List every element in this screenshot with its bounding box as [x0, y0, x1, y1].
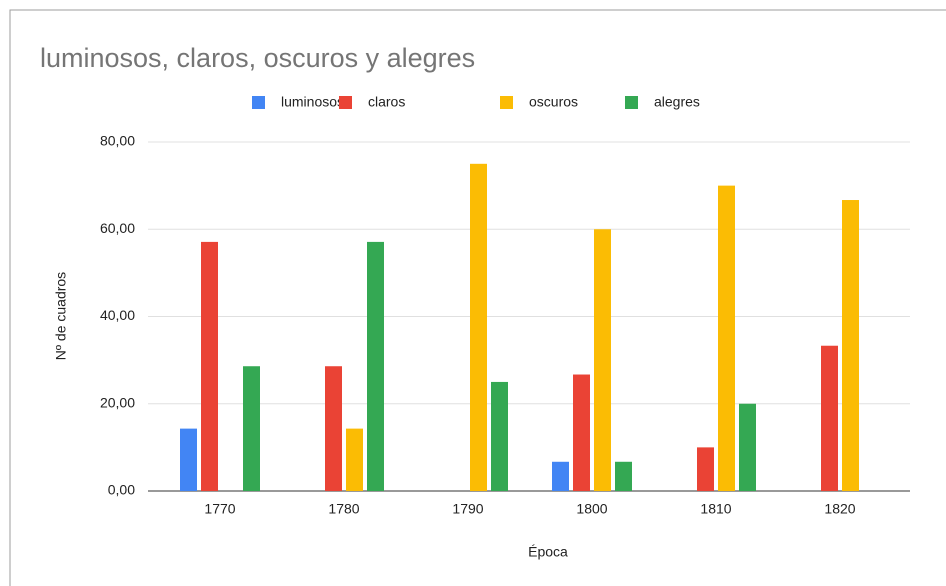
y-axis-label: Nº de cuadros: [53, 272, 69, 360]
y-tick-label: 80,00: [100, 133, 135, 149]
legend-label: claros: [368, 94, 405, 110]
legend-swatch: [625, 96, 638, 109]
bar: [491, 381, 508, 491]
chart-title: luminosos, claros, oscuros y alegres: [40, 43, 475, 73]
bar: [697, 447, 714, 491]
bar: [470, 163, 487, 491]
bar: [243, 366, 260, 491]
bar: [367, 241, 384, 491]
legend-swatch: [500, 96, 513, 109]
y-tick-label: 20,00: [100, 394, 135, 410]
bar: [594, 229, 611, 491]
bar: [573, 374, 590, 491]
bar: [325, 366, 342, 491]
x-axis-label: Época: [528, 544, 568, 560]
legend-swatch: [252, 96, 265, 109]
bar: [615, 461, 632, 491]
legend-swatch: [339, 96, 352, 109]
bar: [346, 428, 363, 491]
bar: [718, 185, 735, 491]
x-tick-label: 1810: [700, 501, 731, 517]
y-tick-label: 0,00: [108, 482, 135, 498]
y-tick-label: 60,00: [100, 220, 135, 236]
legend-label: oscuros: [529, 94, 578, 110]
x-tick-label: 1800: [576, 501, 607, 517]
bar: [201, 241, 218, 491]
bar: [842, 200, 859, 492]
bar: [739, 403, 756, 491]
bar: [821, 345, 838, 491]
legend-label: luminosos: [281, 94, 344, 110]
x-tick-label: 1820: [824, 501, 855, 517]
x-tick-label: 1790: [452, 501, 483, 517]
bar: [552, 461, 569, 491]
legend-label: alegres: [654, 94, 700, 110]
x-tick-label: 1780: [328, 501, 359, 517]
x-tick-label: 1770: [204, 501, 235, 517]
y-tick-label: 40,00: [100, 307, 135, 323]
bar: [180, 428, 197, 491]
